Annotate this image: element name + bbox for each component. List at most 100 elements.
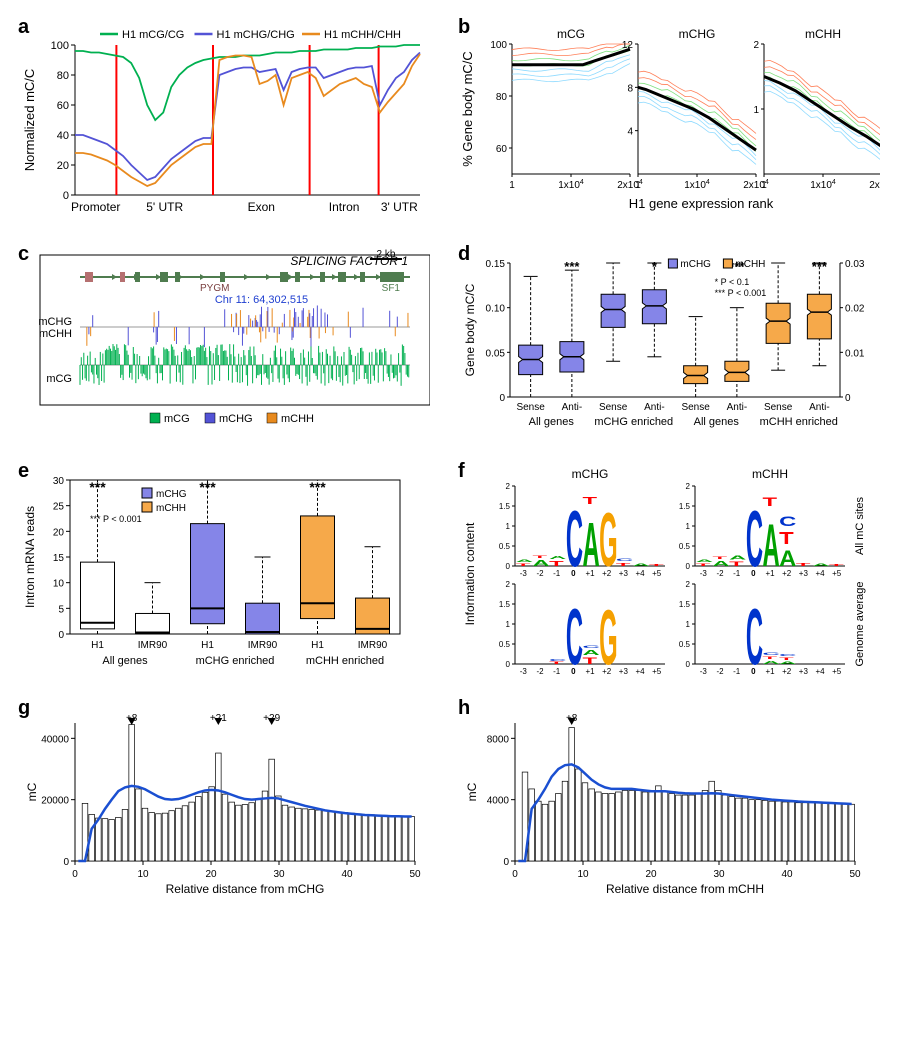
svg-text:% Gene body mC/C: % Gene body mC/C xyxy=(460,51,475,167)
svg-text:+1: +1 xyxy=(765,667,775,676)
svg-text:1: 1 xyxy=(686,620,691,629)
svg-text:2x104: 2x104 xyxy=(869,179,880,191)
panel-c-track: SPLICING FACTOR 12 kbPYGMSF1Chr 11: 64,3… xyxy=(20,247,430,427)
svg-text:C: C xyxy=(779,514,796,530)
svg-text:T: T xyxy=(549,559,564,567)
svg-text:-2: -2 xyxy=(536,667,544,676)
svg-text:15: 15 xyxy=(53,553,65,564)
svg-text:mCHG: mCHG xyxy=(38,316,72,328)
panel-g-chart: 02000040000mCRelative distance from mCHG… xyxy=(20,701,430,901)
svg-text:40: 40 xyxy=(781,869,793,880)
svg-text:0: 0 xyxy=(72,869,78,880)
svg-text:3' UTR: 3' UTR xyxy=(381,200,418,214)
svg-text:+4: +4 xyxy=(815,667,825,676)
svg-text:20: 20 xyxy=(645,869,657,880)
svg-text:C: C xyxy=(763,652,780,656)
svg-text:mCHH: mCHH xyxy=(735,259,765,270)
svg-text:H1 gene expression rank: H1 gene expression rank xyxy=(629,196,774,211)
svg-text:-3: -3 xyxy=(520,569,528,578)
svg-text:mCHH enriched: mCHH enriched xyxy=(760,416,838,428)
svg-text:Relative distance from mCHH: Relative distance from mCHH xyxy=(606,882,764,896)
svg-text:H1 mCHH/CHH: H1 mCHH/CHH xyxy=(324,29,401,41)
svg-text:mCG: mCG xyxy=(164,413,190,425)
svg-text:C: C xyxy=(746,592,763,681)
svg-text:-3: -3 xyxy=(700,667,708,676)
svg-text:-1: -1 xyxy=(733,569,741,578)
svg-text:0.15: 0.15 xyxy=(486,259,506,270)
svg-text:2: 2 xyxy=(506,482,511,491)
svg-text:mCHG enriched: mCHG enriched xyxy=(196,655,275,667)
svg-text:mCHH: mCHH xyxy=(281,413,314,425)
svg-text:***: *** xyxy=(89,479,106,495)
svg-text:100: 100 xyxy=(490,40,507,51)
svg-text:mCHG: mCHG xyxy=(679,27,716,41)
svg-text:mCHG enriched: mCHG enriched xyxy=(594,416,673,428)
svg-text:***: *** xyxy=(309,479,326,495)
svg-text:1: 1 xyxy=(635,180,641,191)
svg-text:C: C xyxy=(746,494,763,583)
svg-text:H1: H1 xyxy=(311,640,324,651)
svg-text:A: A xyxy=(713,559,731,567)
svg-text:T: T xyxy=(616,562,631,568)
svg-text:12: 12 xyxy=(622,40,634,51)
svg-text:T: T xyxy=(696,562,711,566)
svg-text:+5: +5 xyxy=(832,667,842,676)
svg-text:***: *** xyxy=(812,259,828,274)
svg-text:1: 1 xyxy=(753,105,759,116)
svg-text:*: * xyxy=(652,259,658,274)
svg-text:2: 2 xyxy=(506,580,511,589)
panel-h: h 040008000mCRelative distance from mCHH… xyxy=(460,701,880,904)
svg-text:0: 0 xyxy=(499,393,505,404)
svg-text:Sense: Sense xyxy=(681,402,710,413)
svg-text:Intron: Intron xyxy=(329,200,360,214)
svg-text:60: 60 xyxy=(57,100,69,112)
panel-h-chart: 040008000mCRelative distance from mCHH01… xyxy=(460,701,870,901)
svg-text:1.5: 1.5 xyxy=(499,502,511,511)
svg-text:1: 1 xyxy=(506,620,511,629)
panel-b: b % Gene body mC/CmCG608010011x1042x104m… xyxy=(460,20,880,233)
svg-text:100: 100 xyxy=(51,40,69,52)
svg-text:Anti-: Anti- xyxy=(562,402,583,413)
svg-text:Promoter: Promoter xyxy=(71,200,120,214)
svg-text:A: A xyxy=(633,563,650,567)
svg-text:2: 2 xyxy=(686,580,691,589)
svg-text:G: G xyxy=(599,595,618,682)
svg-text:T: T xyxy=(779,656,794,660)
panel-e: e 051015202530Intron mRNA readsH1***IMR9… xyxy=(20,464,430,687)
svg-text:C: C xyxy=(566,592,583,681)
svg-text:0.01: 0.01 xyxy=(845,348,865,359)
svg-text:A: A xyxy=(763,660,780,666)
svg-text:2 kb: 2 kb xyxy=(377,249,396,260)
svg-text:-1: -1 xyxy=(553,569,561,578)
svg-text:10: 10 xyxy=(137,869,149,880)
svg-text:T: T xyxy=(796,562,811,568)
svg-text:Sense: Sense xyxy=(599,402,628,413)
svg-text:1.5: 1.5 xyxy=(679,502,691,511)
svg-text:0: 0 xyxy=(58,630,64,641)
svg-text:20: 20 xyxy=(57,160,69,172)
svg-text:+3: +3 xyxy=(799,667,809,676)
panel-g: g 02000040000mCRelative distance from mC… xyxy=(20,701,430,904)
svg-text:0.02: 0.02 xyxy=(845,304,865,315)
panel-a-chart: 020406080100Normalized mC/CPromoter5' UT… xyxy=(20,20,430,230)
svg-text:40: 40 xyxy=(341,869,353,880)
svg-text:0.03: 0.03 xyxy=(845,259,865,270)
panel-d-label: d xyxy=(458,243,470,266)
svg-text:T: T xyxy=(533,554,548,558)
svg-text:mCG: mCG xyxy=(46,373,72,385)
svg-text:30: 30 xyxy=(53,476,65,487)
svg-text:Sense: Sense xyxy=(516,402,545,413)
svg-text:mCHH: mCHH xyxy=(156,503,186,514)
svg-text:* P < 0.1: * P < 0.1 xyxy=(715,277,750,287)
svg-text:G: G xyxy=(599,497,618,582)
svg-text:All genes: All genes xyxy=(102,655,148,667)
svg-text:A: A xyxy=(583,509,600,579)
svg-text:*** P < 0.001: *** P < 0.001 xyxy=(715,288,767,298)
svg-text:1.5: 1.5 xyxy=(679,600,691,609)
svg-text:T: T xyxy=(763,656,778,660)
svg-text:T: T xyxy=(763,495,778,508)
svg-text:A: A xyxy=(813,563,830,567)
svg-text:SF1: SF1 xyxy=(382,283,401,294)
svg-text:PYGM: PYGM xyxy=(200,283,229,294)
svg-text:Information content: Information content xyxy=(463,522,477,625)
